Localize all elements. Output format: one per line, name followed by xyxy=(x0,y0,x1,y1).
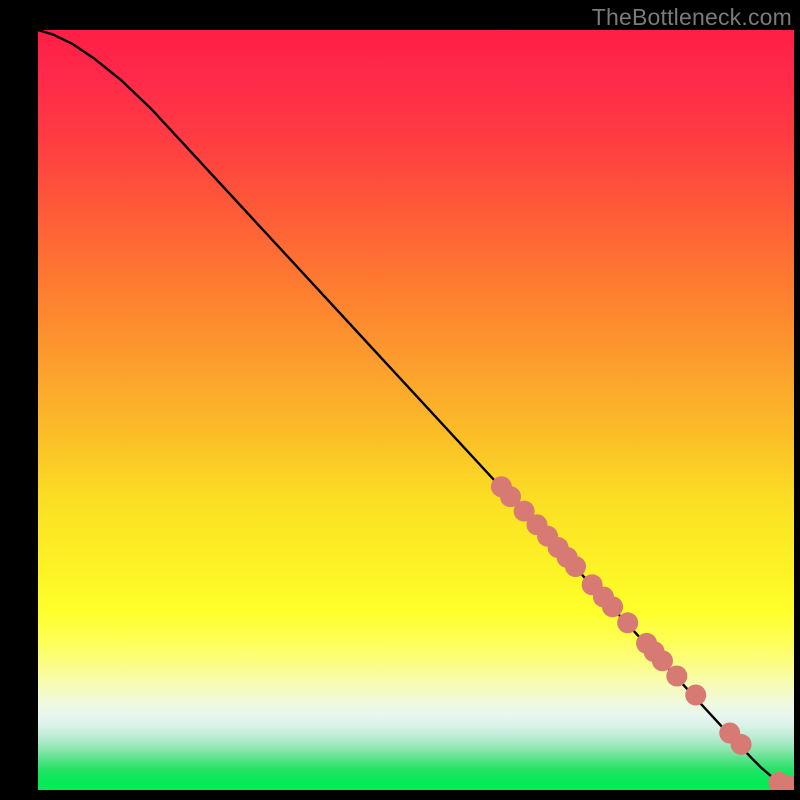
data-marker xyxy=(602,596,623,617)
data-marker xyxy=(565,556,586,577)
data-marker xyxy=(666,666,687,687)
data-marker xyxy=(685,685,706,706)
data-marker xyxy=(731,734,752,755)
chart-plot-area xyxy=(38,30,794,790)
watermark-text: TheBottleneck.com xyxy=(592,4,792,31)
data-marker xyxy=(652,650,673,671)
data-marker xyxy=(617,612,638,633)
chart-svg xyxy=(38,30,794,790)
